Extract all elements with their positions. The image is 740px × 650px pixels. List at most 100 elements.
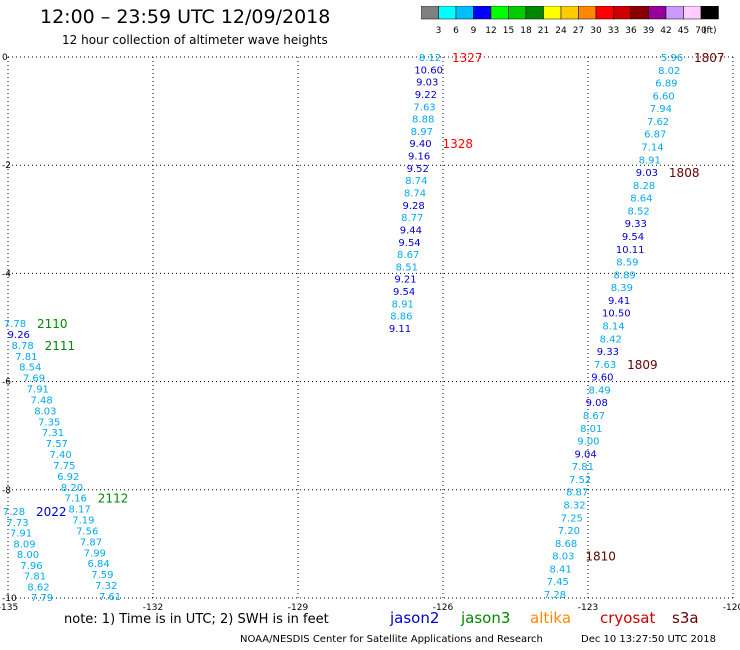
wave-height-value: 7.57 [46,439,68,450]
wave-height-value: 8.28 [633,181,655,192]
wave-height-value: 9.16 [408,152,430,163]
footnote: note: 1) Time is in UTC; 2) SWH is in fe… [64,612,329,627]
scale-label: 30 [590,26,602,36]
wave-height-value: 8.52 [627,206,649,217]
wave-height-value: 7.56 [76,526,98,537]
wave-height-value: 8.03 [552,552,574,563]
wave-height-value: 8.32 [563,501,585,512]
wave-height-value: 9.22 [415,90,437,101]
wave-height-value: 7.31 [42,428,64,439]
scale-swatch [700,6,719,20]
wave-height-value: 10.60 [414,65,443,76]
wave-height-value: 8.49 [588,385,610,396]
wave-height-value: 9.08 [586,398,608,409]
y-tick-label: -10 [2,594,17,604]
wave-height-value: 8.97 [411,127,433,138]
map-grid [7,56,734,599]
wave-height-value: 8.03 [34,406,56,417]
wave-height-value: 7.63 [413,102,435,113]
wave-height-value: 8.01 [580,424,602,435]
wave-height-value: 7.40 [49,450,71,461]
wave-height-value: 7.19 [72,516,94,527]
wave-height-value: 9.44 [400,225,422,236]
y-tick-label: 0 [2,53,8,63]
pass-time-label: 2022 [36,505,67,519]
wave-height-value: 8.77 [401,213,423,224]
pass-time-label: 1808 [669,166,700,180]
wave-height-value: 7.28 [544,590,566,601]
wave-height-value: 8.17 [68,505,90,516]
wave-height-value: 8.88 [412,115,434,126]
scale-label: 39 [643,26,655,36]
wave-height-value: 7.81 [572,462,594,473]
x-tick-label: -123 [578,603,598,613]
wave-height-value: 6.92 [57,472,79,483]
wave-height-value: 7.75 [53,461,75,472]
wave-track: 8.12 1327 10.60 9.039.227.63 8.888.979.40 132… [389,51,483,335]
scale-label: 70 [695,26,707,36]
wave-height-value: 6.87 [644,130,666,141]
wave-height-value: 8.42 [600,334,622,345]
wave-height-value: 8.14 [602,322,624,333]
wave-height-value: 9.40 [409,139,431,150]
wave-height-value: 8.86 [390,312,412,323]
wave-height-value: 6.60 [653,91,675,102]
wave-height-value: 8.91 [392,299,414,310]
wave-height-value: 7.25 [561,513,583,524]
wave-height-value: 8.51 [396,262,418,273]
wave-height-value: 7.91 [10,529,32,540]
scale-label: 12 [485,26,496,36]
scale-label: 27 [573,26,584,36]
x-tick-label: -132 [143,603,163,613]
scale-unit: (ft) [703,26,717,36]
wave-height-value: 7.35 [38,417,60,428]
scale-label: 24 [555,26,567,36]
wave-height-value: 7.81 [15,352,37,363]
legend-jason3: jason3 [461,609,511,627]
wave-height-value: 9.26 [8,330,30,341]
wave-height-value: 7.14 [641,143,663,154]
wave-height-value: 7.81 [24,572,46,583]
color-scale: 3 6 9 12 15 18 21 24 27 30 33 36 39 42 45 70(ft) [421,6,719,36]
wave-height-value: 9.00 [577,437,599,448]
wave-height-value: 7.94 [650,104,672,115]
scale-label: 42 [660,26,671,36]
pass-time-label: 1327 [452,51,483,65]
wave-height-value: 8.67 [397,250,419,261]
wave-height-value: 7.99 [84,548,106,559]
wave-track: 5.96 1807 8.02 6.896.60 7.94 7.62 6.87 7.148.91… [544,51,725,601]
wave-height-value: 8.12 [419,53,441,64]
x-tick-label: -120 [723,603,740,613]
wave-height-value: 8.74 [405,176,427,187]
scale-label: 3 [436,26,442,36]
wave-height-value: 8.39 [611,283,633,294]
x-tick-label: -129 [288,603,309,613]
pass-time-label: 1807 [694,51,725,65]
wave-height-value: 7.96 [20,561,42,572]
wave-height-value: 8.68 [555,539,577,550]
generated-timestamp: Dec 10 13:27:50 UTC 2018 [581,634,716,645]
wave-height-value: 9.28 [403,201,425,212]
wave-height-value: 6.84 [87,559,109,570]
y-tick-label: -2 [2,161,11,171]
wave-height-value: 8.64 [630,194,652,205]
map-subtitle: 12 hour collection of altimeter wave hei… [62,33,328,47]
y-tick-label: -8 [2,486,11,496]
scale-label: 33 [608,26,619,36]
pass-time-label: 2110 [37,317,68,331]
wave-height-value: 9.33 [597,347,619,358]
wave-height-value: 8.41 [549,564,571,575]
wave-height-value: 8.09 [13,539,35,550]
x-tick-label: -135 [0,603,18,613]
wave-height-value: 7.78 [4,319,26,330]
pass-time-label: 2112 [98,492,129,506]
wave-height-value: 7.20 [558,526,580,537]
wave-height-value: 8.74 [404,189,426,200]
wave-height-value: 7.79 [31,593,53,604]
scale-label: 6 [453,26,459,36]
wave-height-value: 9.52 [407,164,429,175]
wave-height-value: 9.11 [389,324,411,335]
wave-height-value: 7.59 [91,570,113,581]
wave-height-value: 10.50 [602,309,631,320]
